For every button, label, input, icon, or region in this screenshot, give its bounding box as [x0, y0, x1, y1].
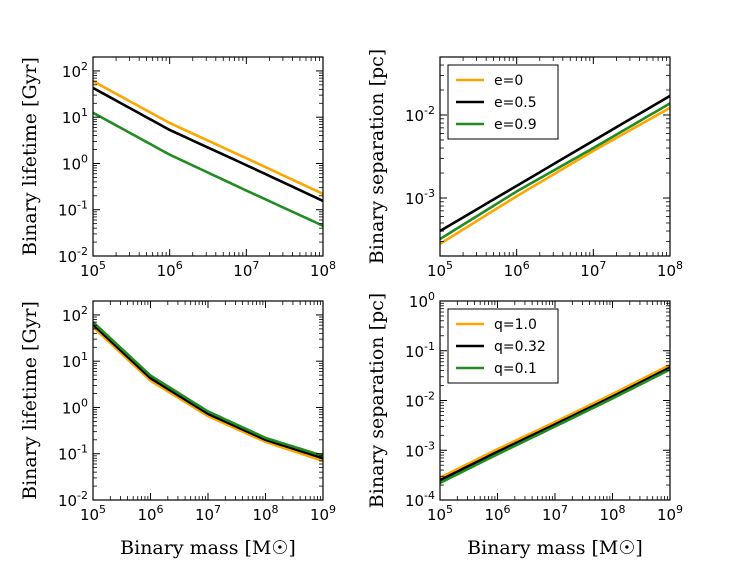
x-tick-label: 105: [427, 259, 453, 280]
series-line-e=0.9: [440, 102, 670, 241]
series-line-e=0.5: [93, 86, 323, 203]
x-tick-label: 107: [580, 259, 606, 280]
y-tick-label: 102: [62, 304, 88, 325]
x-tick-label: 106: [504, 259, 530, 280]
plot-frame: [92, 56, 324, 257]
y-tick-label: 10-2: [405, 390, 435, 411]
y-tick-label: 10-1: [405, 340, 435, 361]
y-tick-label: 100: [62, 152, 88, 173]
y-tick-label: 100: [409, 290, 435, 311]
plot-frame: [439, 56, 671, 257]
x-tick-label: 106: [137, 503, 163, 524]
y-axis-title: Binary separation [pc]: [366, 49, 388, 264]
plot-frame: [92, 300, 324, 501]
x-tick-label: 107: [233, 259, 259, 280]
y-tick-label: 10-2: [405, 104, 435, 125]
y-tick-label: 101: [62, 350, 88, 371]
x-tick-label: 108: [599, 503, 625, 524]
legend-label: q=1.0: [494, 317, 537, 333]
x-tick-label: 108: [310, 259, 336, 280]
y-tick-label: 10-3: [405, 187, 435, 208]
y-tick-label: 10-1: [58, 199, 88, 220]
x-tick-label: 108: [657, 259, 683, 280]
legend-label: e=0.9: [494, 117, 537, 133]
legend-label: q=0.32: [494, 339, 546, 355]
y-tick-label: 101: [62, 106, 88, 127]
x-tick-label: 107: [195, 503, 221, 524]
x-tick-label: 109: [310, 503, 336, 524]
x-tick-label: 105: [427, 503, 453, 524]
y-tick-label: 102: [62, 60, 88, 81]
series-line-q=0.32: [440, 366, 670, 482]
y-axis-title: Binary separation [pc]: [366, 293, 388, 508]
x-tick-label: 107: [542, 503, 568, 524]
legend-label: e=0.5: [494, 95, 537, 111]
series-line-e=0: [440, 106, 670, 245]
x-tick-label: 106: [484, 503, 510, 524]
series-line-q=0.1: [440, 368, 670, 485]
x-tick-label: 105: [80, 259, 106, 280]
x-tick-label: 106: [157, 259, 183, 280]
series-line-q=0.1: [93, 321, 323, 458]
series-line-e=0.5: [440, 94, 670, 233]
legend-box: [447, 64, 559, 140]
series-line-q=1.0: [440, 363, 670, 479]
panel-top-right: 105 106 107 108 10-3 10-2 Binary separation [p…: [366, 49, 683, 280]
x-tick-label: 108: [252, 503, 278, 524]
series-line-q=0.32: [93, 323, 323, 460]
x-tick-label: 105: [80, 503, 106, 524]
panel-bottom-right: 105 106 107 108 10910-410-310-210-1100Binary…: [366, 290, 683, 559]
series-line-q=1.0: [93, 325, 323, 463]
y-tick-label: 10-3: [405, 439, 435, 460]
y-tick-label: 100: [62, 396, 88, 417]
legend-label: q=0.1: [494, 361, 537, 377]
x-axis-title: Binary mass [M☉]: [120, 537, 296, 559]
y-axis-title: Binary lifetime [Gyr]: [19, 57, 41, 256]
x-axis-title: Binary mass [M☉]: [467, 537, 643, 559]
x-tick-label: 109: [657, 503, 683, 524]
series-line-e=0.9: [93, 111, 323, 227]
series-line-e=0: [93, 80, 323, 196]
y-axis-title: Binary lifetime [Gyr]: [19, 301, 41, 500]
legend-label: e=0: [494, 73, 523, 89]
y-tick-label: 10-1: [58, 443, 88, 464]
